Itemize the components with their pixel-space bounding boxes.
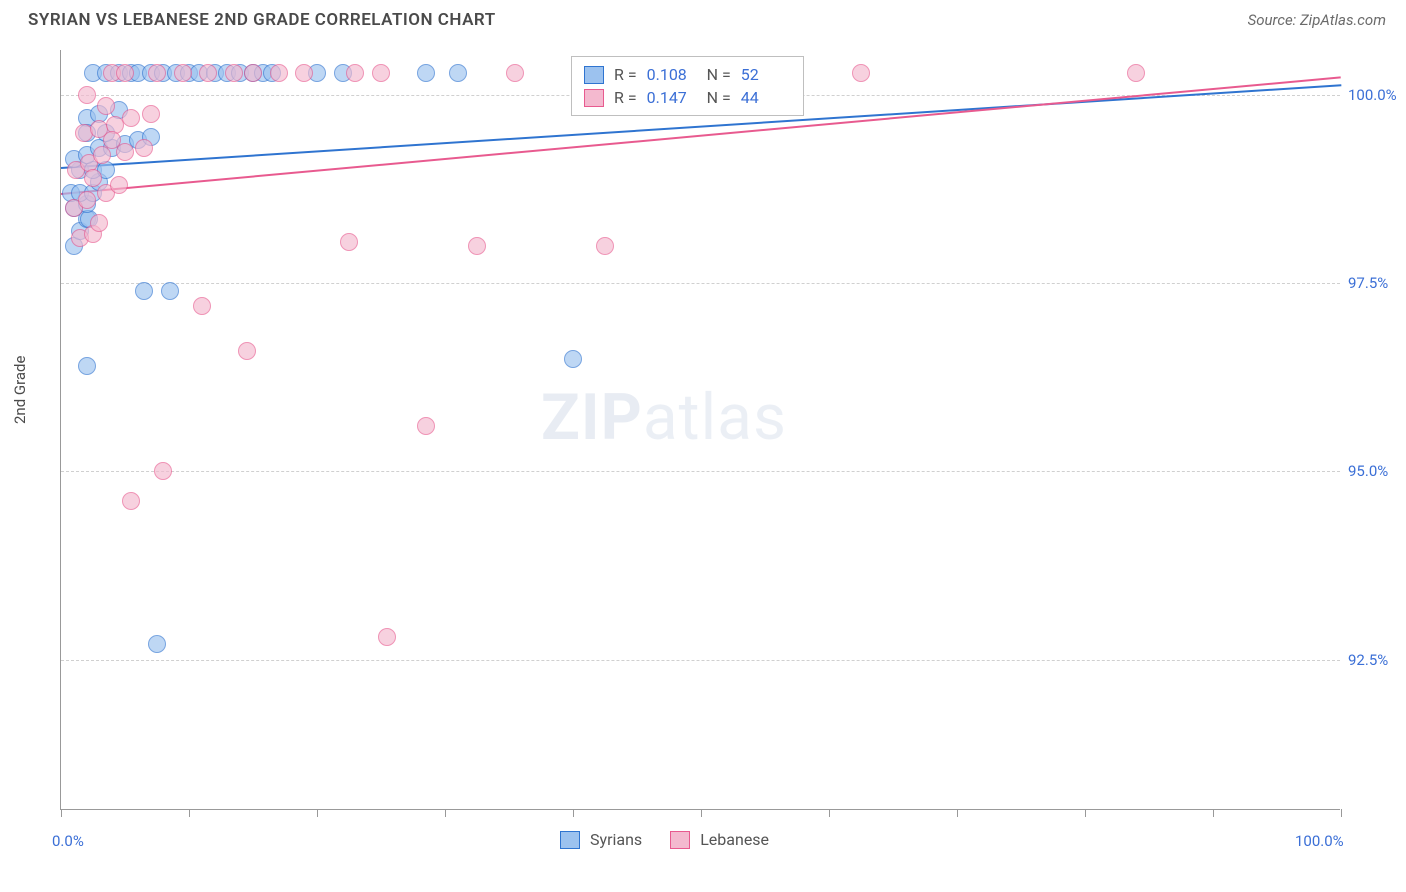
series-swatch	[584, 89, 604, 107]
stats-box: R = 0.108 N = 52 R = 0.147 N = 44	[571, 56, 804, 116]
data-point	[270, 64, 288, 82]
data-point	[449, 64, 467, 82]
gridline	[61, 660, 1340, 661]
data-point	[161, 282, 179, 300]
x-tick	[61, 809, 62, 817]
x-tick	[957, 809, 958, 817]
legend-label: Syrians	[590, 830, 642, 849]
data-point	[78, 357, 96, 375]
data-point	[340, 233, 358, 251]
watermark: ZIPatlas	[541, 380, 787, 455]
data-point	[135, 282, 153, 300]
x-tick	[829, 809, 830, 817]
data-point	[154, 462, 172, 480]
data-point	[78, 191, 96, 209]
r-value: 0.147	[647, 88, 697, 107]
r-label: R =	[614, 88, 637, 107]
data-point	[244, 64, 262, 82]
x-tick	[1085, 809, 1086, 817]
legend-swatch	[670, 831, 690, 849]
x-tick	[1341, 809, 1342, 817]
x-tick	[573, 809, 574, 817]
data-point	[506, 64, 524, 82]
gridline	[61, 283, 1340, 284]
data-point	[148, 635, 166, 653]
y-tick-label: 92.5%	[1348, 651, 1406, 669]
data-point	[295, 64, 313, 82]
legend: Syrians Lebanese	[560, 830, 787, 849]
data-point	[1127, 64, 1145, 82]
data-point	[116, 64, 134, 82]
data-point	[90, 214, 108, 232]
data-point	[110, 176, 128, 194]
n-value: 44	[741, 88, 791, 107]
data-point	[596, 237, 614, 255]
legend-label: Lebanese	[700, 830, 769, 849]
data-point	[193, 297, 211, 315]
x-tick	[317, 809, 318, 817]
data-point	[378, 628, 396, 646]
x-axis-min-label: 0.0%	[52, 832, 84, 850]
data-point	[93, 146, 111, 164]
y-axis-title: 2nd Grade	[11, 356, 29, 424]
x-tick	[189, 809, 190, 817]
data-point	[468, 237, 486, 255]
r-label: R =	[614, 65, 637, 84]
data-point	[225, 64, 243, 82]
series-swatch	[584, 66, 604, 84]
data-point	[174, 64, 192, 82]
data-point	[122, 492, 140, 510]
data-point	[346, 64, 364, 82]
data-point	[238, 342, 256, 360]
n-label: N =	[707, 65, 731, 84]
data-point	[199, 64, 217, 82]
data-point	[103, 131, 121, 149]
plot-area: ZIPatlas 92.5%95.0%97.5%100.0%R =0.108N …	[60, 50, 1340, 810]
data-point	[122, 109, 140, 127]
data-point	[135, 139, 153, 157]
source-attribution: Source: ZipAtlas.com	[1248, 11, 1386, 29]
y-tick-label: 95.0%	[1348, 462, 1406, 480]
y-tick-label: 100.0%	[1348, 86, 1406, 104]
chart-container: 2nd Grade ZIPatlas 92.5%95.0%97.5%100.0%…	[60, 50, 1380, 840]
chart-title: SYRIAN VS LEBANESE 2ND GRADE CORRELATION…	[28, 10, 496, 30]
n-value: 52	[741, 65, 791, 84]
x-tick	[701, 809, 702, 817]
n-label: N =	[707, 88, 731, 107]
legend-swatch	[560, 831, 580, 849]
data-point	[97, 97, 115, 115]
x-axis-max-label: 100.0%	[1295, 832, 1344, 850]
data-point	[84, 169, 102, 187]
r-value: 0.108	[647, 65, 697, 84]
stats-row: R = 0.147 N = 44	[584, 86, 791, 109]
data-point	[852, 64, 870, 82]
data-point	[417, 417, 435, 435]
x-tick	[1213, 809, 1214, 817]
y-tick-label: 97.5%	[1348, 274, 1406, 292]
data-point	[564, 350, 582, 368]
data-point	[148, 64, 166, 82]
data-point	[142, 105, 160, 123]
x-tick	[445, 809, 446, 817]
gridline	[61, 471, 1340, 472]
data-point	[417, 64, 435, 82]
data-point	[372, 64, 390, 82]
data-point	[78, 86, 96, 104]
stats-row: R = 0.108 N = 52	[584, 63, 791, 86]
